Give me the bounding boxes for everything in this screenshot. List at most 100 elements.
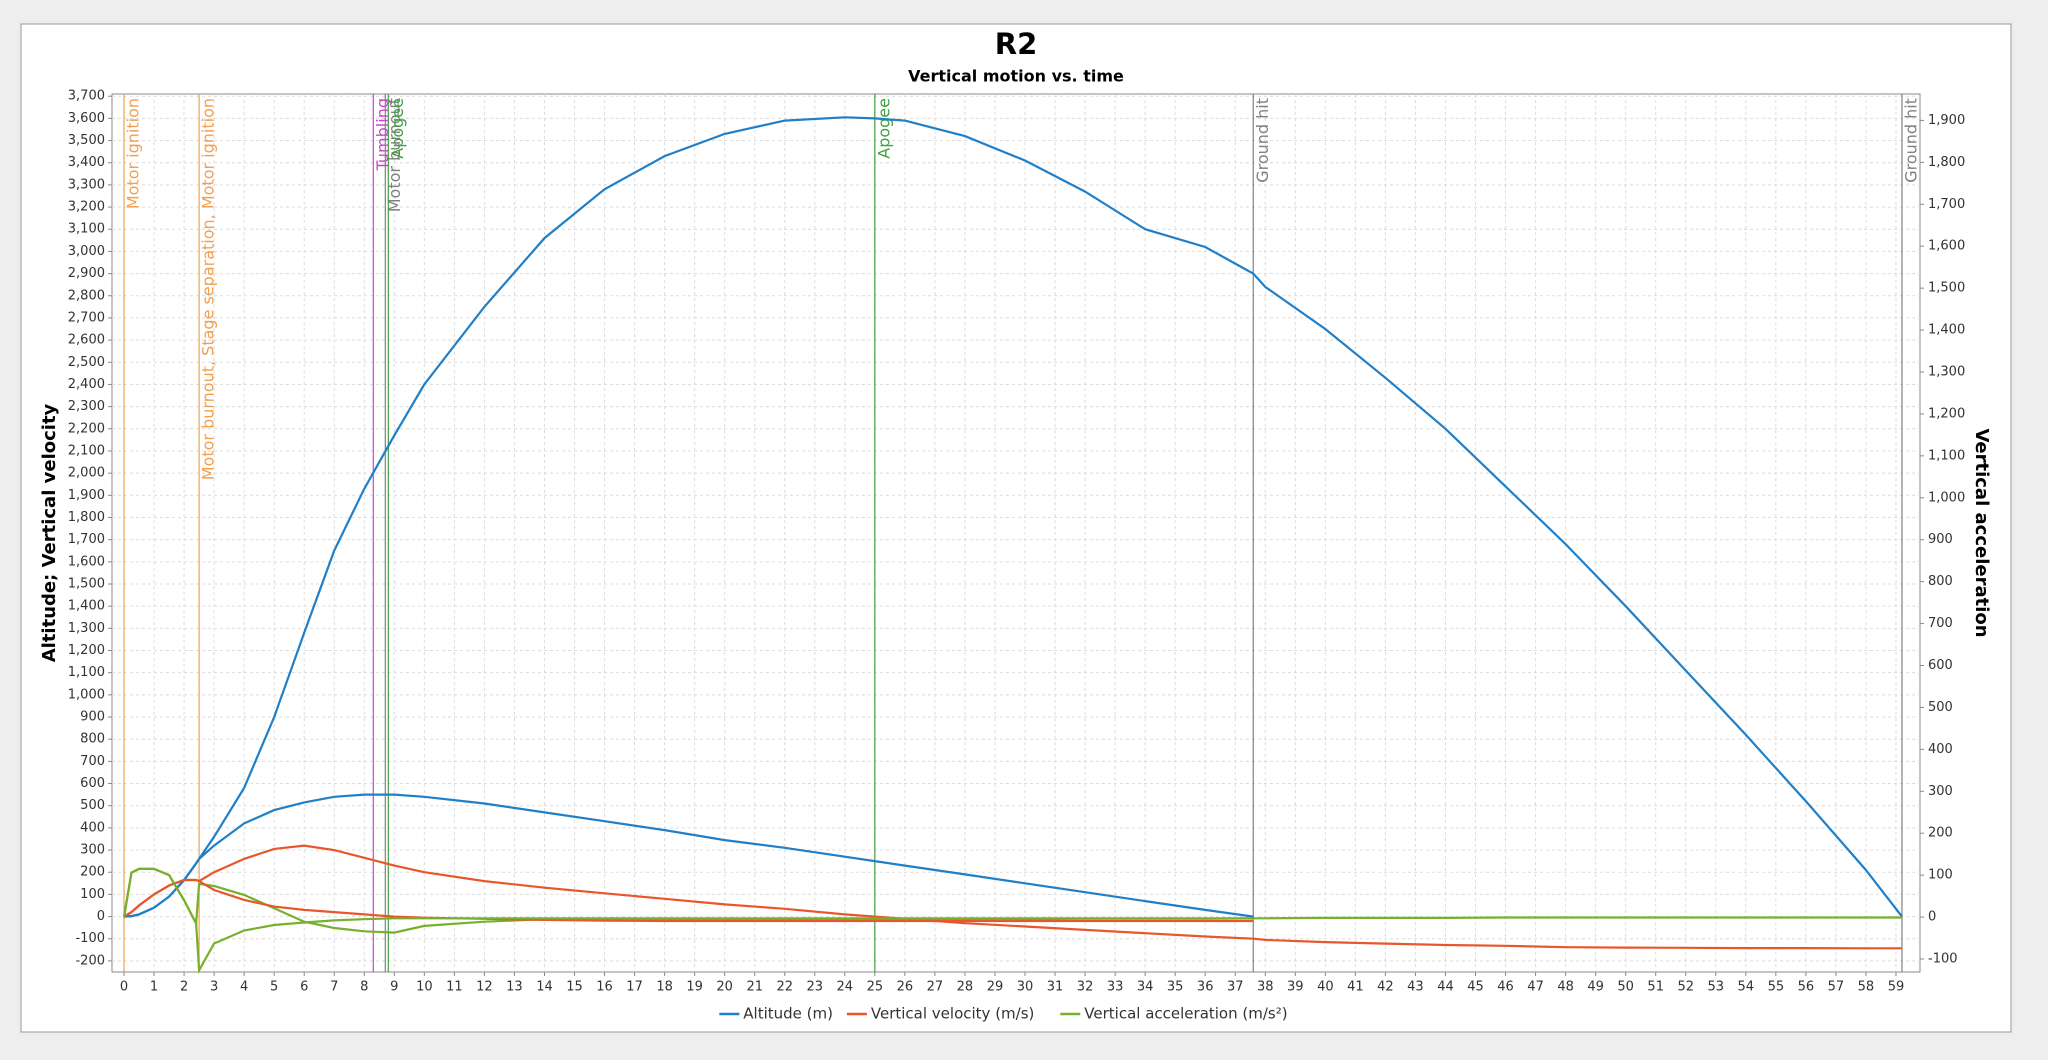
y-tick-label: 3,500 — [68, 133, 105, 148]
x-tick-label: 17 — [626, 980, 643, 995]
x-tick-label: 42 — [1377, 980, 1394, 995]
y2-tick-label: 1,600 — [1928, 239, 1965, 254]
y2-tick-label: 1,200 — [1928, 406, 1965, 421]
y-tick-label: 2,900 — [68, 266, 105, 281]
y-tick-label: 200 — [80, 865, 105, 880]
x-tick-label: 37 — [1227, 980, 1244, 995]
y2-tick-label: 300 — [1928, 784, 1953, 799]
event-label: Motor ignition — [124, 98, 143, 209]
y-tick-label: 3,000 — [68, 244, 105, 259]
y-tick-label: 3,400 — [68, 155, 105, 170]
y2-tick-label: 1,500 — [1928, 281, 1965, 296]
event-label: Apogee — [874, 98, 893, 159]
x-tick-label: 4 — [240, 980, 248, 995]
x-tick-label: 0 — [120, 980, 128, 995]
event-label: Tumbling — [373, 98, 392, 171]
x-tick-label: 56 — [1798, 980, 1815, 995]
y-tick-label: 700 — [80, 754, 105, 769]
y2-tick-label: -100 — [1928, 952, 1958, 967]
x-tick-label: 51 — [1647, 980, 1664, 995]
y-tick-label: 2,400 — [68, 377, 105, 392]
series-line — [122, 867, 1254, 975]
y-tick-label: 3,600 — [68, 111, 105, 126]
event-label: Motor burnout — [385, 98, 404, 212]
x-tick-label: 57 — [1828, 980, 1845, 995]
y-tick-label: 2,600 — [68, 333, 105, 348]
y-tick-label: 3,100 — [68, 222, 105, 237]
x-tick-label: 53 — [1708, 980, 1725, 995]
x-tick-label: 50 — [1617, 980, 1634, 995]
y-tick-label: 800 — [80, 732, 105, 747]
x-tick-label: 10 — [416, 980, 433, 995]
x-tick-label: 18 — [656, 980, 673, 995]
y-tick-label: 1,500 — [68, 576, 105, 591]
x-tick-label: 31 — [1047, 980, 1064, 995]
x-tick-label: 15 — [566, 980, 583, 995]
x-tick-label: 34 — [1137, 980, 1154, 995]
x-tick-label: 3 — [210, 980, 218, 995]
x-tick-label: 6 — [300, 980, 308, 995]
x-tick-label: 5 — [270, 980, 278, 995]
plot-area — [111, 93, 1921, 973]
legend-label: Vertical velocity (m/s) — [871, 1005, 1035, 1023]
y-tick-label: 3,200 — [68, 200, 105, 215]
x-tick-label: 22 — [776, 980, 793, 995]
y-tick-label: -200 — [75, 953, 105, 968]
y-tick-label: 1,400 — [68, 599, 105, 614]
y-tick-label: 1,600 — [68, 554, 105, 569]
y-tick-label: 2,000 — [68, 466, 105, 481]
y-axis-label: Altitude; Vertical velocity — [39, 403, 60, 662]
y2-tick-label: 400 — [1928, 742, 1953, 757]
x-tick-label: 58 — [1858, 980, 1875, 995]
y2-tick-label: 700 — [1928, 616, 1953, 631]
x-tick-label: 43 — [1407, 980, 1424, 995]
y-tick-label: -100 — [75, 931, 105, 946]
y2-tick-label: 900 — [1928, 532, 1953, 547]
x-tick-label: 46 — [1497, 980, 1514, 995]
x-tick-label: 49 — [1587, 980, 1604, 995]
x-tick-label: 32 — [1077, 980, 1094, 995]
y-tick-label: 0 — [97, 909, 105, 924]
y2-tick-label: 0 — [1928, 910, 1936, 925]
legend-label: Altitude (m) — [743, 1005, 833, 1023]
x-tick-label: 20 — [716, 980, 733, 995]
y-tick-label: 1,700 — [68, 532, 105, 547]
x-tick-label: 40 — [1317, 980, 1334, 995]
y-tick-label: 1,900 — [68, 488, 105, 503]
x-tick-label: 1 — [150, 980, 158, 995]
y-tick-label: 100 — [80, 887, 105, 902]
y-tick-label: 3,700 — [68, 89, 105, 104]
x-tick-label: 23 — [807, 980, 824, 995]
y2-tick-label: 1,400 — [1928, 323, 1965, 338]
x-tick-label: 28 — [957, 980, 974, 995]
y-tick-label: 1,200 — [68, 643, 105, 658]
event-label: Ground hit — [1901, 98, 1920, 183]
x-tick-label: 35 — [1167, 980, 1184, 995]
y2-tick-label: 800 — [1928, 574, 1953, 589]
y-tick-label: 2,100 — [68, 443, 105, 458]
y2-tick-label: 1,300 — [1928, 364, 1965, 379]
y2-tick-label: 500 — [1928, 700, 1953, 715]
x-tick-label: 38 — [1257, 980, 1274, 995]
y-tick-label: 600 — [80, 776, 105, 791]
x-tick-label: 13 — [506, 980, 523, 995]
y-tick-label: 2,300 — [68, 399, 105, 414]
y2-tick-label: 1,000 — [1928, 490, 1965, 505]
y2-tick-label: 1,100 — [1928, 448, 1965, 463]
legend-label: Vertical acceleration (m/s²) — [1084, 1005, 1287, 1023]
chart-subtitle: Vertical motion vs. time — [908, 67, 1124, 86]
y-tick-label: 2,200 — [68, 421, 105, 436]
x-tick-label: 8 — [360, 980, 368, 995]
x-tick-label: 52 — [1677, 980, 1694, 995]
event-label: Apogee — [388, 98, 407, 159]
y2-axis-label: Vertical acceleration — [1971, 428, 1992, 637]
y-tick-label: 400 — [80, 820, 105, 835]
x-tick-label: 9 — [390, 980, 398, 995]
x-tick-label: 29 — [987, 980, 1004, 995]
y2-tick-label: 1,900 — [1928, 113, 1965, 128]
x-tick-label: 47 — [1527, 980, 1544, 995]
y-tick-label: 500 — [80, 798, 105, 813]
y2-tick-label: 100 — [1928, 868, 1953, 883]
x-tick-label: 7 — [330, 980, 338, 995]
